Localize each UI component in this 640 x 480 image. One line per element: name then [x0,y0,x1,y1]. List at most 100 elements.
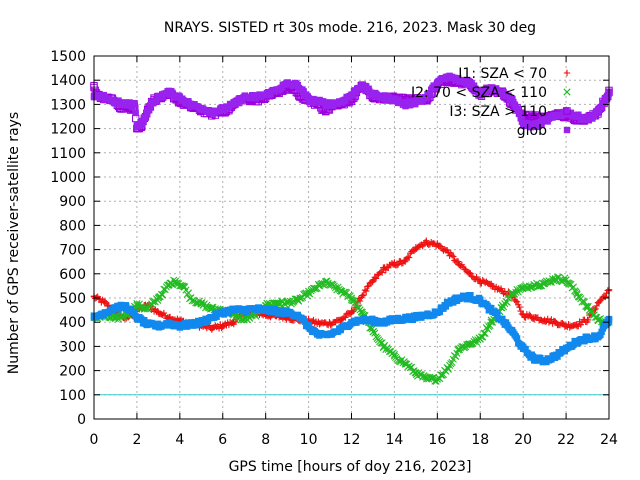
data-point-dense [593,302,600,310]
y-tick-label: 1500 [50,49,86,65]
data-point-dense [448,252,456,259]
data-point-dense [342,314,349,321]
data-point-dense [305,321,312,329]
data-point-dense [516,303,523,311]
data-point-dense [423,237,430,244]
data-point-dense [300,88,307,95]
data-point-dense [353,88,360,96]
data-point-dense [132,109,139,117]
data-point-dense [569,283,578,291]
data-point-dense [101,298,109,305]
data-point-dense [551,318,559,325]
data-point-dense [430,311,437,319]
data-point-dense [356,297,364,305]
y-axis-label: Number of GPS receiver-satellite rays [6,112,22,374]
y-tick-label: 500 [59,291,86,307]
data-point-dense [526,283,535,292]
data-point-dense [100,91,108,99]
data-point-dense [95,295,103,302]
data-point-dense [477,296,484,303]
data-point-dense [604,319,611,327]
y-tick-label: 400 [59,315,86,331]
data-point-dense [405,254,413,261]
data-point-dense [494,312,501,319]
x-tick-label: 14 [386,432,404,448]
data-point-dense [301,318,309,325]
data-point-dense [466,269,473,276]
data-point-dense [153,98,160,105]
y-tick-label: 800 [59,218,86,234]
data-point-dense [407,363,416,371]
data-point-dense [513,298,521,305]
y-tick-label: 300 [59,339,86,355]
data-point-dense [267,90,274,98]
legend-marker [563,88,571,96]
data-point-dense [512,297,520,305]
data-point-dense [234,99,241,106]
x-tick-label: 18 [471,432,489,448]
y-tick-label: 0 [77,412,86,428]
data-point-dense [598,104,605,111]
y-tick-label: 600 [59,267,86,283]
data-point-dense [486,321,494,330]
data-point-dense [235,312,243,321]
legend-label: I2: 70 < SZA < 110 [411,85,547,101]
x-tick-label: 6 [218,432,227,448]
x-tick-label: 8 [261,432,270,448]
legend-label: I1: SZA < 70 [458,66,547,82]
data-point-dense [363,287,370,295]
data-point-dense [474,276,481,283]
legend-label: glob [517,123,547,139]
data-point-dense [467,291,474,299]
y-tick-label: 100 [59,388,86,404]
data-point-dense [365,85,372,92]
x-tick-label: 0 [90,432,99,448]
data-point-dense [598,328,605,336]
data-point-dense [423,94,430,101]
x-tick-label: 10 [300,432,318,448]
x-tick-label: 12 [343,432,361,448]
data-point-dense [122,302,130,309]
x-tick-label: 22 [557,432,575,448]
data-point-dense [141,317,148,324]
data-point-dense [131,99,138,107]
data-point-dense [139,118,147,125]
data-point-dense [584,316,592,324]
x-tick-label: 24 [600,432,618,448]
data-point-dense [378,269,386,276]
legend-label: I3: SZA > 110 [449,104,547,120]
data-point-dense [426,91,434,98]
y-tick-label: 200 [59,364,86,380]
x-tick-label: 16 [428,432,446,448]
data-point-dense [377,339,385,347]
data-point-dense [508,95,516,103]
data-point-dense [142,114,149,122]
x-tick-label: 2 [132,432,141,448]
y-tick-label: 1000 [50,170,86,186]
data-point-dense [444,365,452,373]
y-tick-label: 700 [59,243,86,259]
legend: I1: SZA < 70 I2: 70 < SZA < 110 I3: SZA > … [411,66,571,139]
data-point-dense [213,313,220,320]
data-point-dense [581,337,588,345]
data-point-dense [517,284,525,293]
data-point-dense [115,306,122,313]
data-point-dense [597,297,604,304]
data-point-dense [145,107,153,114]
legend-marker [563,69,571,77]
data-point-dense [513,335,521,342]
y-tick-label: 1300 [50,97,86,113]
data-point-dense [499,315,506,323]
legend-marker [563,107,571,115]
legend-marker [563,126,571,134]
chart-title: NRAYS. SISTED rt 30s mode. 216, 2023. Ma… [164,20,536,36]
data-point-dense [377,268,385,276]
data-point-dense [517,115,524,122]
data-point-dense [580,298,589,306]
data-point-dense [219,323,226,331]
data-point-dense [432,377,440,385]
data-point-dense [181,320,188,327]
data-point-dense [467,270,474,277]
data-point-dense [402,102,409,110]
data-point-dense [450,299,457,306]
